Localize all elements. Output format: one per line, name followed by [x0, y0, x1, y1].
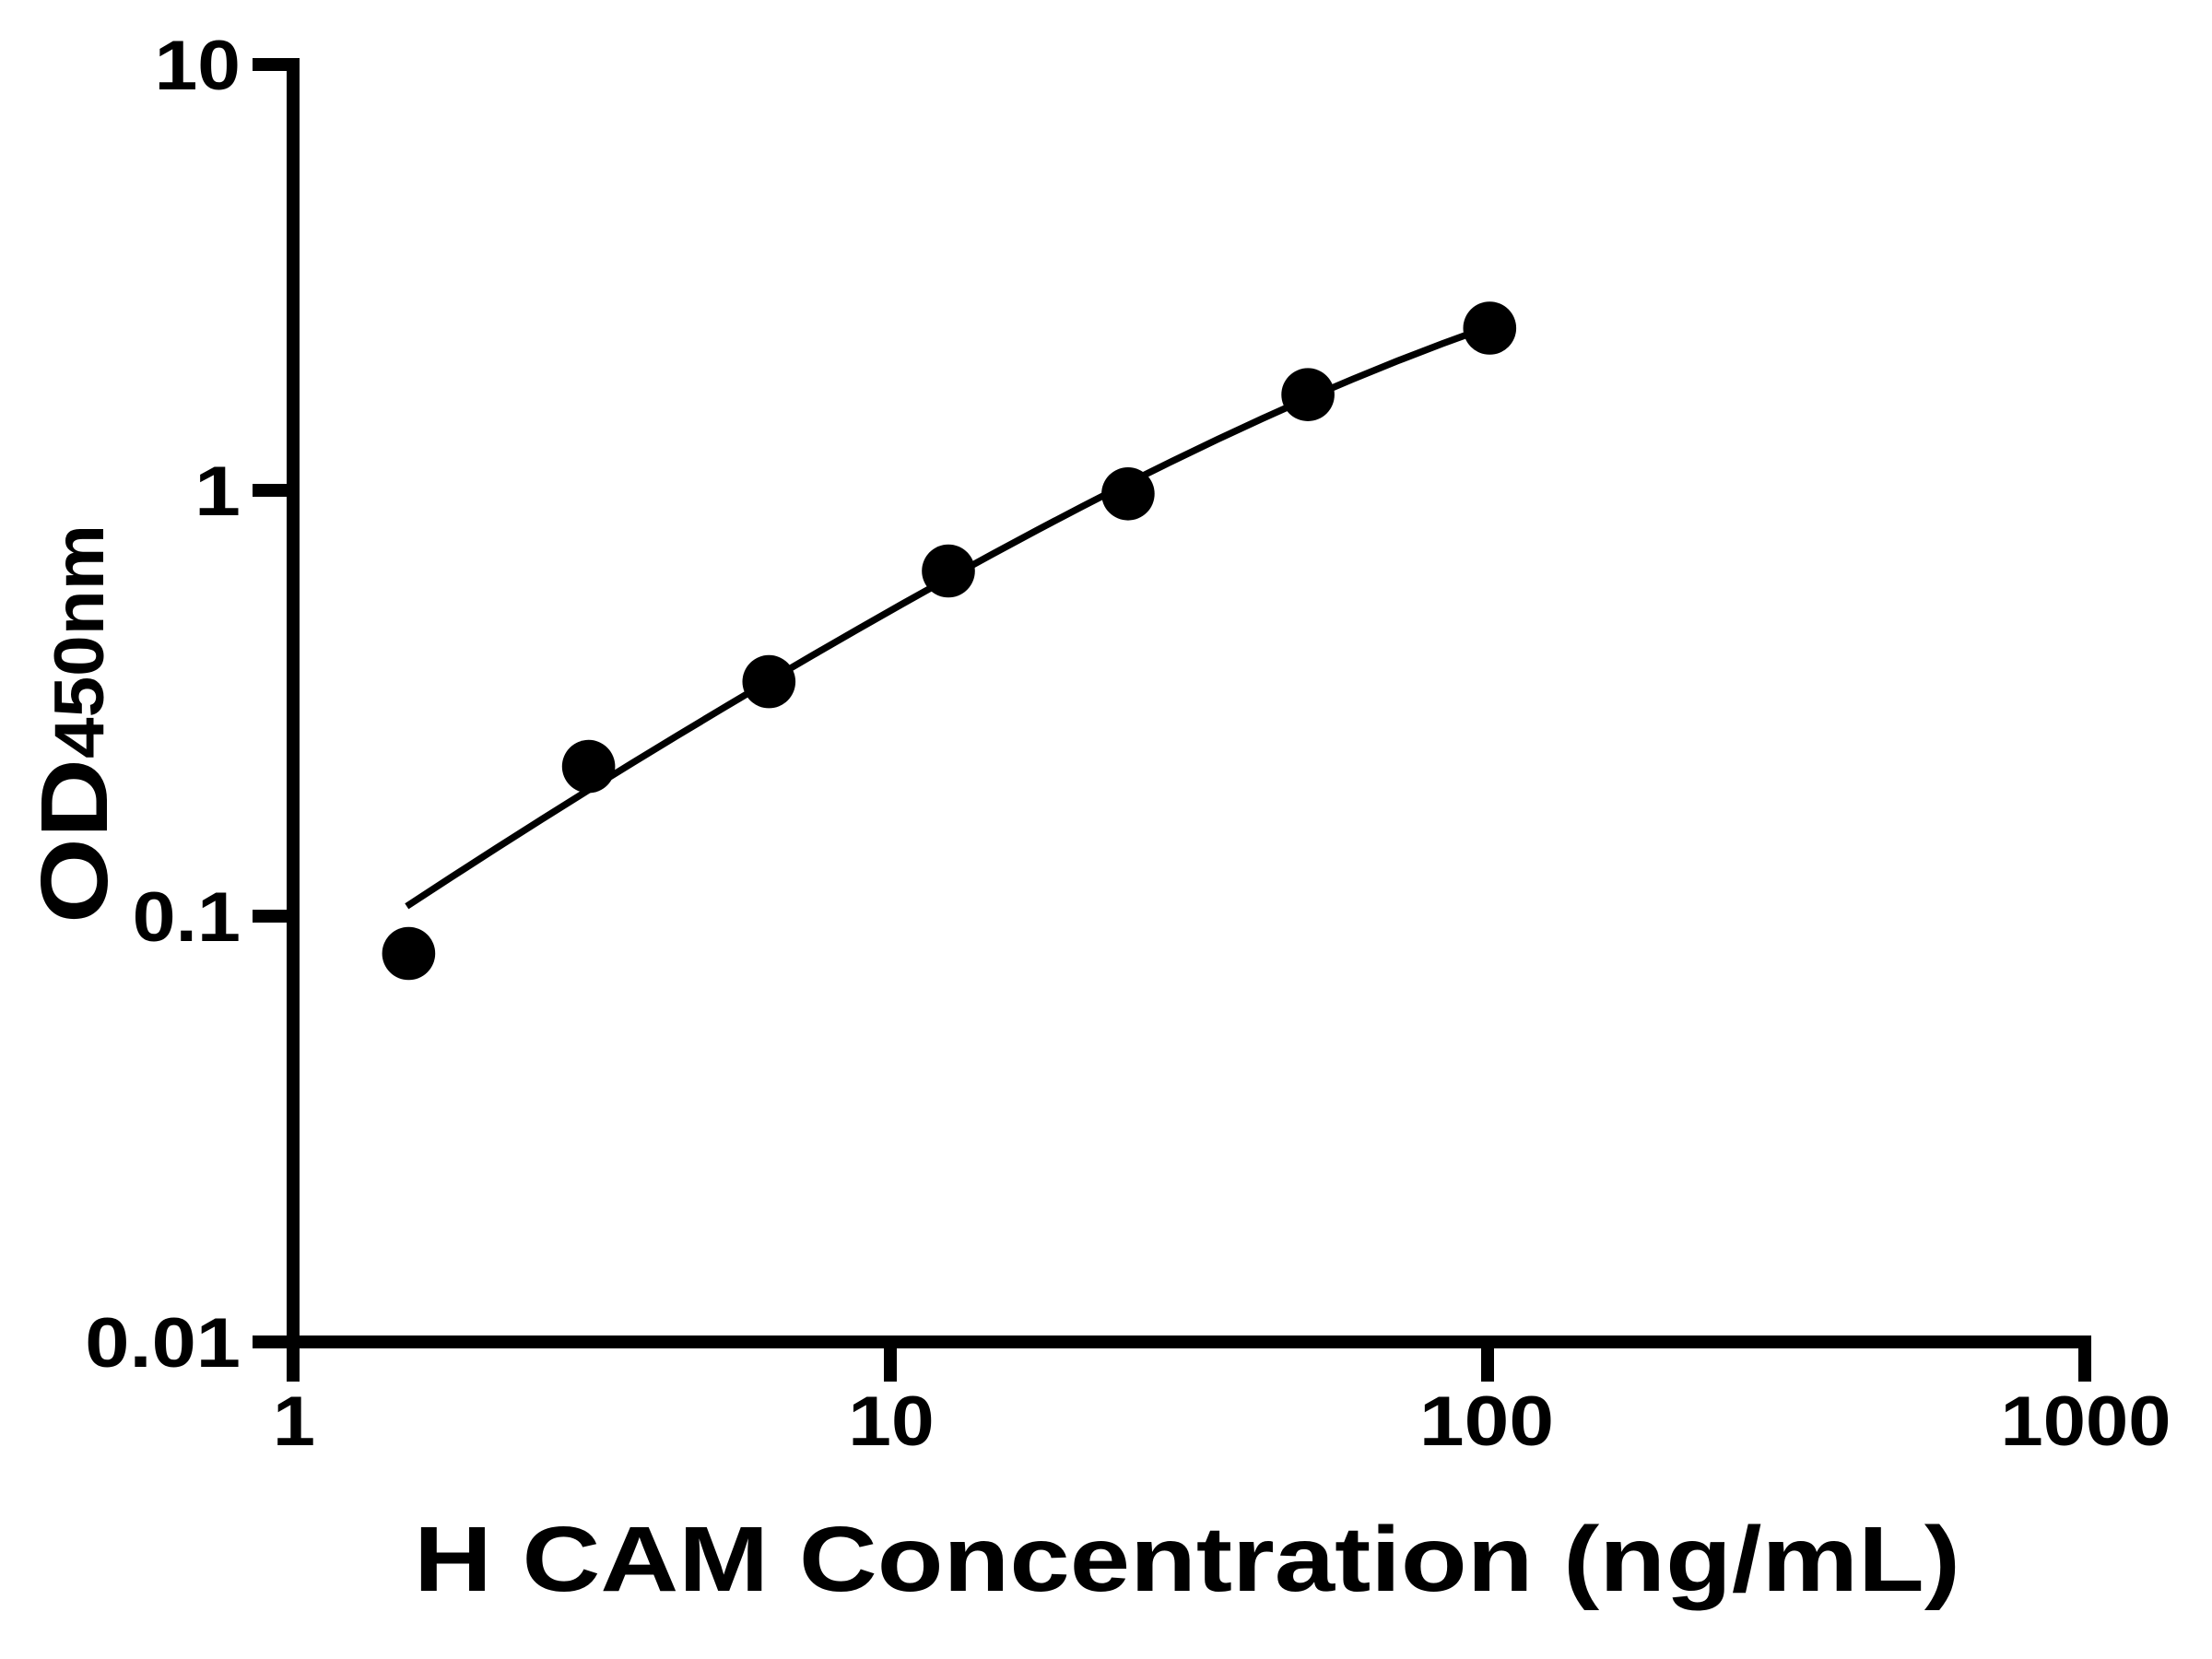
svg-text:H CAM Concentration (ng/mL): H CAM Concentration (ng/mL)	[414, 1508, 1960, 1611]
svg-text:1: 1	[273, 1382, 315, 1461]
svg-text:10: 10	[848, 1382, 934, 1461]
svg-text:100: 100	[1419, 1382, 1554, 1461]
svg-text:10: 10	[155, 27, 241, 105]
svg-text:450nm: 450nm	[41, 524, 119, 759]
svg-text:1: 1	[194, 453, 241, 531]
svg-text:1000: 1000	[2001, 1382, 2171, 1461]
svg-text:OD: OD	[21, 759, 127, 924]
svg-text:0.01: 0.01	[85, 1304, 241, 1382]
svg-text:0.1: 0.1	[133, 878, 241, 957]
